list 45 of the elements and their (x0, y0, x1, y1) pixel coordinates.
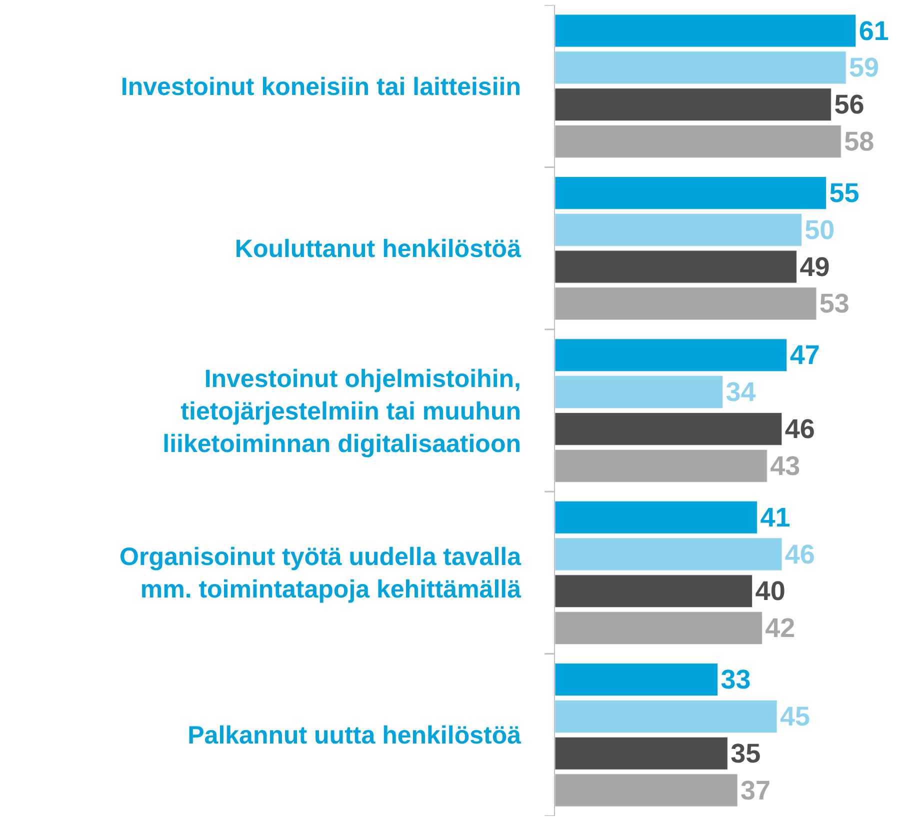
bar (555, 449, 768, 482)
bar (555, 774, 738, 807)
bar (555, 412, 782, 446)
bar (555, 612, 762, 645)
data-label: 49 (800, 252, 830, 282)
bar (555, 287, 817, 320)
bar (555, 124, 842, 158)
bar (555, 663, 718, 696)
data-label: 33 (720, 664, 751, 695)
data-label: 47 (790, 340, 820, 370)
bar (555, 700, 778, 733)
data-label: 43 (770, 450, 800, 481)
bar (555, 14, 856, 48)
data-label: 40 (755, 576, 786, 606)
data-label: 50 (804, 214, 835, 245)
bar (555, 538, 782, 571)
data-label: 46 (784, 414, 815, 444)
data-label: 58 (844, 126, 874, 156)
data-label: 42 (765, 613, 796, 644)
bar (555, 736, 728, 770)
data-label: 34 (726, 377, 756, 408)
data-label: 53 (819, 288, 850, 319)
bar (555, 500, 758, 534)
bar (555, 51, 846, 84)
data-label: 41 (760, 502, 790, 532)
bar (555, 574, 753, 608)
bar (555, 88, 832, 122)
y-tick-label: Palkannut uutta henkilöstöä (188, 722, 522, 750)
bar (555, 213, 802, 246)
data-label: 55 (829, 178, 860, 208)
data-label: 45 (780, 701, 810, 732)
data-label: 59 (849, 52, 880, 83)
bar (555, 176, 827, 210)
data-label: 61 (858, 16, 889, 46)
y-tick-label: Organisoinut työtä uudella tavalla mm. toimintatapoja kehittämällä (120, 543, 522, 604)
data-label: 46 (784, 539, 815, 570)
data-label: 37 (740, 775, 771, 806)
y-tick-label: Investoinut ohjelmistoihin, tietojärjestelmiin tai muuhun liiketoiminnan digitalisaatioon (162, 364, 521, 458)
y-tick-label: Investoinut koneisiin tai laitteisiin (120, 72, 521, 101)
bar (555, 250, 797, 284)
bar (555, 376, 723, 409)
y-tick-label: Kouluttanut henkilöstöä (234, 235, 522, 264)
bar (555, 338, 788, 372)
data-label: 35 (730, 738, 761, 768)
data-label: 56 (834, 90, 864, 120)
